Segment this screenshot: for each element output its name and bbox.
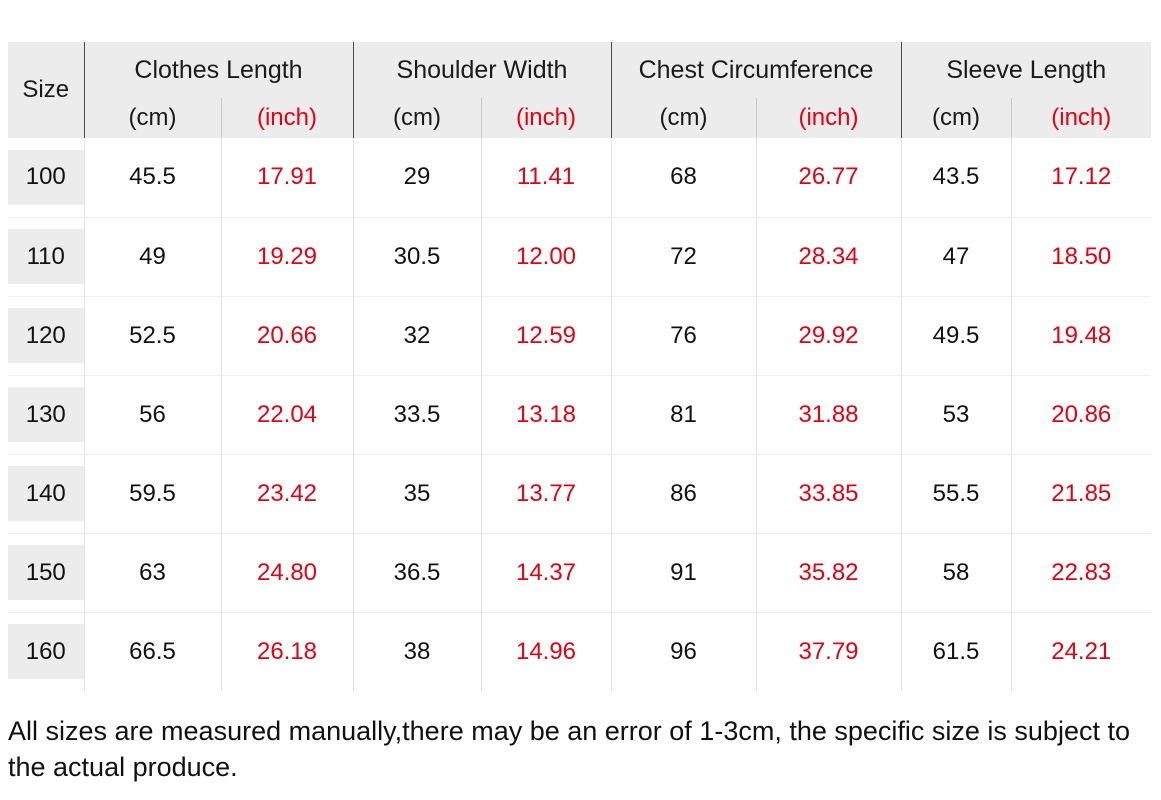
cell-clothes-cm: 66.5 bbox=[84, 611, 222, 691]
cell-sleeve-inch: 24.21 bbox=[1011, 611, 1152, 691]
cell-sleeve-cm: 61.5 bbox=[901, 611, 1012, 691]
cell-sleeve-inch: 18.50 bbox=[1011, 216, 1152, 296]
unit-header-sleeve-inch: (inch) bbox=[1011, 98, 1152, 138]
cell-chest-cm: 81 bbox=[611, 374, 757, 454]
size-cell: 150 bbox=[8, 532, 85, 612]
cell-sleeve-cm: 53 bbox=[901, 374, 1012, 454]
cell-clothes-inch: 22.04 bbox=[221, 374, 354, 454]
table-body: 100 45.5 17.91 29 11.41 68 26.77 43.5 17… bbox=[8, 138, 1152, 691]
header-row-groups: Size Clothes Length Shoulder Width Chest… bbox=[8, 42, 1152, 138]
size-cell: 140 bbox=[8, 453, 85, 533]
cell-shoulder-cm: 36.5 bbox=[353, 532, 482, 612]
cell-chest-cm: 91 bbox=[611, 532, 757, 612]
cell-clothes-inch: 23.42 bbox=[221, 453, 354, 533]
unit-header-sleeve-cm: (cm) bbox=[901, 98, 1012, 138]
cell-shoulder-cm: 29 bbox=[353, 138, 482, 217]
cell-sleeve-inch: 17.12 bbox=[1011, 138, 1152, 217]
size-value: 140 bbox=[8, 466, 84, 521]
cell-shoulder-inch: 14.37 bbox=[481, 532, 612, 612]
cell-clothes-inch: 19.29 bbox=[221, 216, 354, 296]
cell-shoulder-cm: 32 bbox=[353, 295, 482, 375]
cell-chest-inch: 35.82 bbox=[756, 532, 902, 612]
unit-header-shoulder-cm: (cm) bbox=[353, 98, 482, 138]
table-row: 160 66.5 26.18 38 14.96 96 37.79 61.5 24… bbox=[8, 611, 1152, 691]
cell-chest-inch: 29.92 bbox=[756, 295, 902, 375]
cell-shoulder-inch: 14.96 bbox=[481, 611, 612, 691]
cell-clothes-inch: 24.80 bbox=[221, 532, 354, 612]
cell-chest-inch: 28.34 bbox=[756, 216, 902, 296]
cell-shoulder-inch: 13.77 bbox=[481, 453, 612, 533]
cell-clothes-cm: 49 bbox=[84, 216, 222, 296]
cell-chest-inch: 31.88 bbox=[756, 374, 902, 454]
group-header-sleeve-length: Sleeve Length bbox=[901, 42, 1152, 98]
table-row: 140 59.5 23.42 35 13.77 86 33.85 55.5 21… bbox=[8, 453, 1152, 533]
cell-sleeve-inch: 21.85 bbox=[1011, 453, 1152, 533]
group-header-clothes-length: Clothes Length bbox=[84, 42, 354, 98]
cell-shoulder-cm: 30.5 bbox=[353, 216, 482, 296]
cell-shoulder-cm: 33.5 bbox=[353, 374, 482, 454]
size-cell: 110 bbox=[8, 216, 85, 296]
table-header: Size Clothes Length Shoulder Width Chest… bbox=[8, 42, 1152, 138]
unit-header-shoulder-inch: (inch) bbox=[481, 98, 612, 138]
unit-header-clothes-inch: (inch) bbox=[221, 98, 354, 138]
size-cell: 100 bbox=[8, 138, 85, 217]
cell-sleeve-inch: 20.86 bbox=[1011, 374, 1152, 454]
cell-shoulder-inch: 13.18 bbox=[481, 374, 612, 454]
cell-chest-cm: 86 bbox=[611, 453, 757, 533]
cell-chest-inch: 37.79 bbox=[756, 611, 902, 691]
unit-header-clothes-cm: (cm) bbox=[84, 98, 222, 138]
size-value: 160 bbox=[8, 624, 84, 680]
size-cell: 130 bbox=[8, 374, 85, 454]
cell-chest-inch: 26.77 bbox=[756, 138, 902, 217]
group-header-chest-circumference: Chest Circumference bbox=[611, 42, 902, 98]
table-row: 120 52.5 20.66 32 12.59 76 29.92 49.5 19… bbox=[8, 295, 1152, 375]
size-cell: 160 bbox=[8, 611, 85, 691]
size-value: 120 bbox=[8, 308, 84, 363]
cell-clothes-cm: 52.5 bbox=[84, 295, 222, 375]
cell-sleeve-inch: 22.83 bbox=[1011, 532, 1152, 612]
cell-sleeve-cm: 43.5 bbox=[901, 138, 1012, 217]
cell-clothes-cm: 56 bbox=[84, 374, 222, 454]
cell-sleeve-cm: 58 bbox=[901, 532, 1012, 612]
cell-clothes-inch: 20.66 bbox=[221, 295, 354, 375]
size-value: 130 bbox=[8, 387, 84, 442]
table-row: 150 63 24.80 36.5 14.37 91 35.82 58 22.8… bbox=[8, 532, 1152, 612]
header-row-units: (cm) (inch) (cm) (inch) (cm) (inch) (cm)… bbox=[8, 98, 1152, 138]
size-value: 100 bbox=[8, 149, 84, 205]
size-value: 110 bbox=[8, 229, 84, 284]
cell-clothes-inch: 17.91 bbox=[221, 138, 354, 217]
cell-shoulder-cm: 35 bbox=[353, 453, 482, 533]
size-cell: 120 bbox=[8, 295, 85, 375]
cell-shoulder-cm: 38 bbox=[353, 611, 482, 691]
footer-note: All sizes are measured manually,there ma… bbox=[8, 716, 1130, 782]
cell-chest-cm: 76 bbox=[611, 295, 757, 375]
cell-sleeve-cm: 47 bbox=[901, 216, 1012, 296]
size-column-header: Size bbox=[8, 42, 85, 138]
cell-sleeve-cm: 55.5 bbox=[901, 453, 1012, 533]
cell-shoulder-inch: 12.59 bbox=[481, 295, 612, 375]
cell-shoulder-inch: 11.41 bbox=[481, 138, 612, 217]
cell-sleeve-cm: 49.5 bbox=[901, 295, 1012, 375]
table-row: 110 49 19.29 30.5 12.00 72 28.34 47 18.5… bbox=[8, 216, 1152, 296]
group-header-shoulder-width: Shoulder Width bbox=[353, 42, 612, 98]
cell-shoulder-inch: 12.00 bbox=[481, 216, 612, 296]
cell-clothes-cm: 63 bbox=[84, 532, 222, 612]
unit-header-chest-cm: (cm) bbox=[611, 98, 757, 138]
size-value: 150 bbox=[8, 545, 84, 600]
unit-header-chest-inch: (inch) bbox=[756, 98, 902, 138]
table-row: 100 45.5 17.91 29 11.41 68 26.77 43.5 17… bbox=[8, 138, 1152, 217]
cell-clothes-inch: 26.18 bbox=[221, 611, 354, 691]
cell-chest-cm: 68 bbox=[611, 138, 757, 217]
cell-sleeve-inch: 19.48 bbox=[1011, 295, 1152, 375]
size-table: Size Clothes Length Shoulder Width Chest… bbox=[8, 42, 1152, 691]
cell-chest-cm: 72 bbox=[611, 216, 757, 296]
table-row: 130 56 22.04 33.5 13.18 81 31.88 53 20.8… bbox=[8, 374, 1152, 454]
cell-chest-inch: 33.85 bbox=[756, 453, 902, 533]
cell-clothes-cm: 59.5 bbox=[84, 453, 222, 533]
cell-chest-cm: 96 bbox=[611, 611, 757, 691]
cell-clothes-cm: 45.5 bbox=[84, 138, 222, 217]
